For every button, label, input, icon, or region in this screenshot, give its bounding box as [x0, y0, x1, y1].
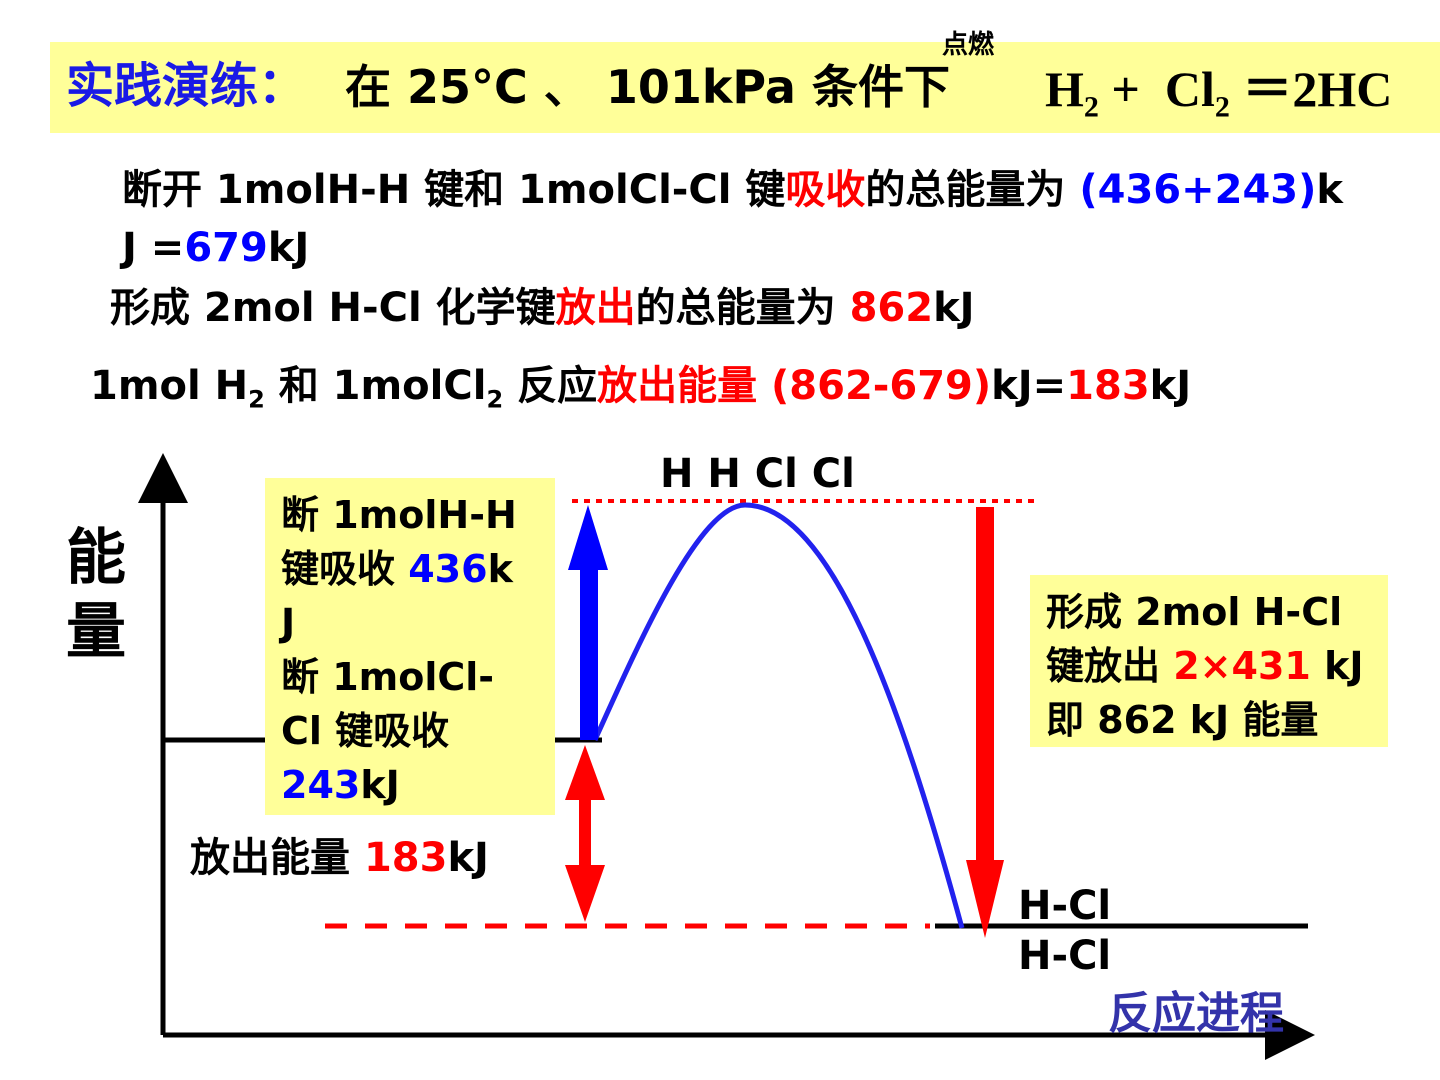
text: 436 [408, 547, 488, 591]
text: 和 1molCl [264, 363, 487, 409]
text: J [281, 601, 296, 645]
text: 即 862 kJ 能量 [1046, 698, 1319, 742]
eq-h: H [1045, 61, 1084, 117]
title-label: 实践演练： [66, 58, 307, 114]
text: 断开 1molH-H 键和 1molCl-Cl 键 [122, 167, 786, 213]
text: 吸收 [785, 167, 866, 213]
eq-cl-sub: 2 [1214, 90, 1230, 124]
text: kJ [360, 763, 400, 807]
left-box: 断 1molH-H 键吸收 436k J 断 1molCl- Cl 键吸收 24… [265, 478, 555, 815]
y-axis-label: 能 [66, 523, 126, 593]
text: 2 [248, 385, 265, 414]
text: 断 1molCl- [281, 655, 495, 699]
text: 1mol H [90, 363, 249, 409]
text: k [487, 547, 513, 591]
transition-label: H H Cl Cl [660, 451, 855, 497]
text: (436+243) [1079, 167, 1317, 213]
text: 断 1molH-H [281, 493, 517, 537]
product-label: H-Cl [1018, 933, 1112, 979]
box-line: 断 1molH-H [281, 488, 539, 542]
text: 679 [184, 225, 268, 271]
eq-cl: Cl [1164, 61, 1215, 117]
absorb-arrow [568, 505, 608, 740]
text: kJ [267, 225, 310, 271]
statement: 1mol H2 和 1molCl2 反应放出能量 (862-679)kJ=183… [90, 366, 1191, 411]
text: 183 [1066, 363, 1150, 409]
y-axis-label: 量 [66, 597, 126, 667]
text: 键吸收 [281, 547, 409, 591]
text: kJ [1149, 363, 1192, 409]
text: 2 [486, 385, 504, 414]
right-box: 形成 2mol H-Cl 键放出 2×431 kJ 即 862 kJ 能量 [1030, 575, 1388, 747]
form-arrow [966, 507, 1004, 938]
statement: 断开 1molH-H 键和 1molCl-Cl 键吸收的总能量为 (436+24… [122, 170, 1343, 210]
text: 的总能量为 [635, 285, 850, 331]
text: 反应 [503, 363, 598, 409]
equation: H2 + Cl2 ＝2HC [1045, 64, 1392, 123]
text: kJ [933, 285, 975, 331]
text: J = [122, 225, 185, 271]
x-axis-label: 反应进程 [1108, 988, 1284, 1039]
product-label: H-Cl [1018, 883, 1112, 929]
text: 243 [281, 763, 361, 807]
eq-product: ＝2HC [1242, 61, 1393, 117]
text: 放出 [555, 285, 636, 331]
statement: J =679kJ [122, 228, 309, 268]
catalyst: 点燃 [942, 30, 995, 60]
box-line: 即 862 kJ 能量 [1046, 693, 1372, 747]
energy-curve [592, 502, 965, 929]
eq-h-sub: 2 [1083, 90, 1099, 124]
statement: 形成 2mol H-Cl 化学键放出的总能量为 862kJ [110, 288, 975, 328]
box-line: 键放出 2×431 kJ [1046, 639, 1372, 693]
box-line: 断 1molCl- [281, 650, 539, 704]
box-line: Cl 键吸收 [281, 704, 539, 758]
text: 的总能量为 [865, 167, 1080, 213]
released-label: 放出能量 183kJ [190, 838, 489, 878]
text: 形成 2mol H-Cl 化学键 [110, 285, 556, 331]
eq-plus: + [1111, 61, 1140, 117]
text: Cl 键吸收 [281, 709, 450, 753]
release-double-arrow [565, 745, 605, 922]
title-bar [50, 42, 1440, 133]
text: 183 [363, 835, 448, 881]
title-condition: 在 25°C 、 101kPa 条件下 [345, 60, 950, 114]
text: 放出能量 (862-679) [597, 363, 992, 409]
text: 形成 2mol H-Cl [1046, 590, 1343, 634]
text: 放出能量 [190, 835, 364, 881]
box-line: 形成 2mol H-Cl [1046, 585, 1372, 639]
text: 键放出 [1046, 644, 1174, 688]
box-line: 键吸收 436k [281, 542, 539, 596]
text: kJ [447, 835, 489, 881]
text: k [1316, 167, 1344, 213]
text: kJ [1310, 644, 1364, 688]
text: kJ= [991, 363, 1067, 409]
box-line: 243kJ [281, 758, 539, 812]
text: 2×431 [1173, 644, 1311, 688]
box-line: J [281, 596, 539, 650]
text: 862 [849, 285, 934, 331]
